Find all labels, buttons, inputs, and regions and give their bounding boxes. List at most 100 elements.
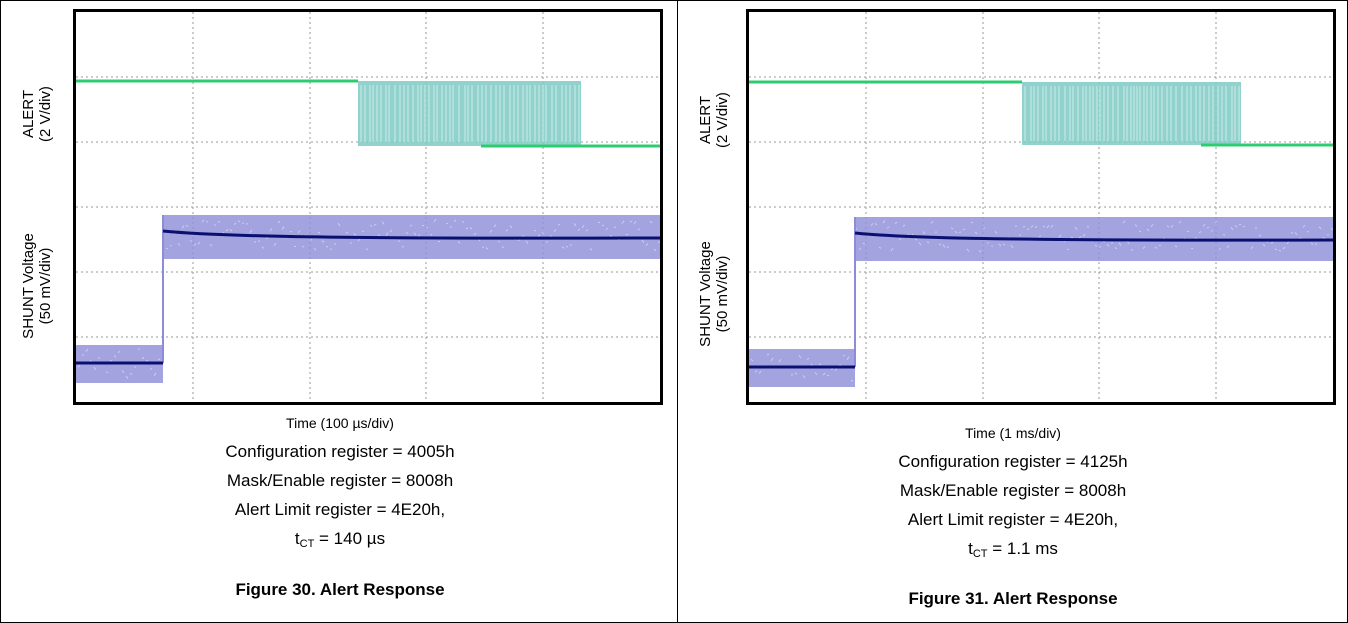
noise-tick [649,220,653,224]
shunt-mean-high [162,229,660,240]
noise-tick [1142,245,1146,250]
noise-tick [894,221,898,225]
noise-tick [445,222,449,225]
noise-tick [878,246,882,249]
noise-tick [653,248,657,252]
noise-tick [381,221,385,225]
noise-tick [373,223,377,227]
noise-tick [1306,230,1310,233]
noise-tick [501,246,505,249]
alert-axis-label: ALERT (2 V/div) [697,92,731,148]
noise-tick [1022,225,1026,228]
noise-tick [517,239,521,242]
noise-tick [1314,243,1318,246]
noise-tick [778,358,782,363]
noise-tick [473,232,477,236]
alert-limit-register-text: Alert Limit register = 4E20h, [234,500,446,519]
noise-tick [493,224,497,228]
noise-tick [1086,226,1090,228]
noise-tick [369,224,373,227]
noise-tick [950,227,954,230]
noise-tick [273,242,277,246]
noise-tick [1058,234,1062,238]
alert-limit-register-text: Alert Limit register = 4E20h, [907,510,1119,529]
noise-tick [858,247,862,250]
noise-tick [465,227,469,230]
noise-tick [750,358,754,362]
noise-tick [922,231,926,235]
noise-tick [605,227,609,231]
noise-tick [509,225,513,229]
noise-tick [485,247,489,250]
noise-tick [1042,225,1046,228]
noise-tick [1174,245,1178,248]
noise-tick [557,223,561,226]
noise-tick [589,248,593,251]
noise-tick [169,244,173,247]
noise-tick [1262,244,1266,247]
noise-tick [830,368,834,370]
noise-tick [1106,243,1110,247]
noise-tick [265,237,269,240]
oscilloscope-plot [73,9,663,405]
noise-tick [1082,233,1086,237]
noise-tick [882,220,886,224]
noise-tick [1318,226,1322,230]
noise-tick [1226,245,1230,248]
noise-tick [754,370,758,373]
noise-tick [561,246,565,249]
noise-tick [93,366,97,371]
noise-tick [834,367,838,371]
shunt-mean-high [854,231,1333,242]
noise-tick [405,231,409,235]
noise-tick [549,235,553,237]
noise-tick [121,370,125,373]
scope-screen [76,12,660,402]
noise-tick [177,242,181,246]
noise-tick [1114,247,1118,250]
noise-tick [1026,228,1030,231]
graticule [749,12,1333,402]
noise-tick [958,231,962,234]
noise-tick [337,222,341,227]
mask-enable-register-text: Mask/Enable register = 8008h [226,471,454,490]
noise-tick [457,241,461,244]
noise-tick [577,228,581,232]
noise-tick [902,224,906,227]
noise-tick [117,350,121,354]
noise-tick [838,364,842,366]
alert-axis-label: ALERT (2 V/div) [20,86,54,142]
noise-tick [453,219,457,223]
noise-tick [645,243,649,246]
noise-tick [77,364,81,368]
shunt-axis-label: SHUNT Voltage (50 mV/div) [20,233,54,339]
noise-tick [994,230,998,234]
noise-tick [1198,231,1202,234]
noise-tick [1310,242,1314,245]
noise-tick [1098,246,1102,248]
noise-tick [1166,225,1170,228]
noise-tick [1010,244,1014,249]
noise-tick [1078,235,1082,239]
noise-tick [1210,230,1214,232]
noise-tick [1206,226,1210,229]
oscilloscope-plot [746,9,1336,405]
noise-tick [233,222,237,226]
noise-tick [553,228,557,233]
noise-tick [758,370,762,374]
noise-tick [85,348,89,352]
noise-tick [469,227,473,230]
noise-tick [629,220,633,223]
noise-tick [185,224,189,227]
noise-tick [962,228,966,231]
noise-tick [1038,235,1042,238]
noise-tick [1074,226,1078,230]
noise-tick [313,247,317,251]
noise-tick [918,242,922,246]
noise-tick [1270,241,1274,244]
noise-tick [978,250,982,253]
config-register-text: Configuration register = 4005h [225,442,455,461]
noise-tick [181,225,185,229]
noise-tick [113,355,117,358]
noise-tick [1286,240,1290,245]
